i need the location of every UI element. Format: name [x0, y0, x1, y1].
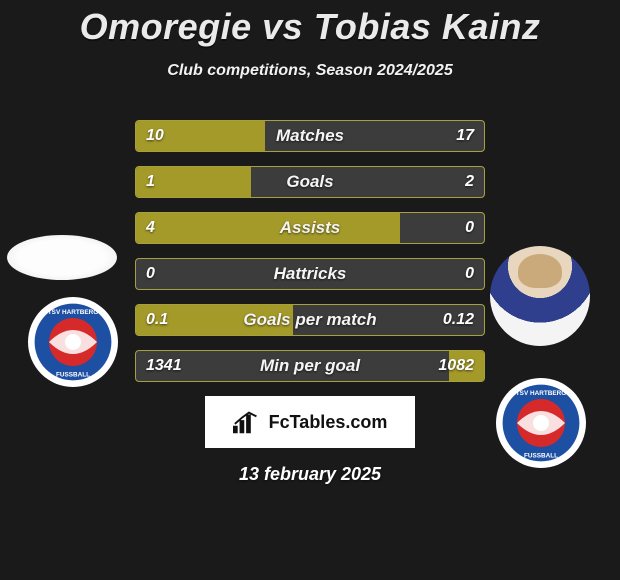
stat-row: 10 Matches 17 [135, 120, 485, 152]
svg-text:TSV HARTBERG: TSV HARTBERG [516, 390, 566, 397]
stat-row: 4 Assists 0 [135, 212, 485, 244]
watermark: FcTables.com [205, 396, 415, 448]
stat-label: Hattricks [274, 264, 347, 284]
stat-value-right: 2 [465, 173, 474, 191]
stat-value-left: 1341 [146, 357, 182, 375]
page-title: Omoregie vs Tobias Kainz [0, 0, 620, 48]
stat-row: 1341 Min per goal 1082 [135, 350, 485, 382]
stat-row: 0.1 Goals per match 0.12 [135, 304, 485, 336]
stat-row: 1 Goals 2 [135, 166, 485, 198]
subtitle: Club competitions, Season 2024/2025 [0, 62, 620, 80]
svg-text:FUSSBALL: FUSSBALL [56, 371, 90, 378]
stat-value-right: 0.12 [443, 311, 474, 329]
stat-value-left: 0 [146, 265, 155, 283]
svg-text:TSV HARTBERG: TSV HARTBERG [48, 309, 98, 316]
stat-value-right: 0 [465, 265, 474, 283]
snapshot-date: 13 february 2025 [0, 464, 620, 485]
player1-club-crest: TSV HARTBERG FUSSBALL [28, 297, 118, 387]
stat-label: Goals [286, 172, 333, 192]
stat-value-right: 1082 [438, 357, 474, 375]
watermark-text: FcTables.com [269, 412, 388, 433]
stat-label: Assists [280, 218, 340, 238]
bar-fill-left [136, 213, 400, 243]
player1-avatar [7, 235, 117, 280]
svg-text:FUSSBALL: FUSSBALL [524, 452, 558, 459]
player2-avatar [490, 246, 590, 346]
stat-value-left: 1 [146, 173, 155, 191]
stat-value-left: 0.1 [146, 311, 168, 329]
crest-icon: TSV HARTBERG FUSSBALL [501, 383, 581, 463]
stat-value-left: 10 [146, 127, 164, 145]
comparison-chart: TSV HARTBERG FUSSBALL TSV HARTBERG FUSSB… [0, 120, 620, 485]
player2-club-crest: TSV HARTBERG FUSSBALL [496, 378, 586, 468]
stat-label: Goals per match [243, 310, 376, 330]
fctables-logo-icon [233, 409, 263, 435]
crest-icon: TSV HARTBERG FUSSBALL [33, 302, 113, 382]
stat-row: 0 Hattricks 0 [135, 258, 485, 290]
stat-value-right: 17 [456, 127, 474, 145]
stat-value-right: 0 [465, 219, 474, 237]
stat-label: Min per goal [260, 356, 360, 376]
stat-label: Matches [276, 126, 344, 146]
stat-value-left: 4 [146, 219, 155, 237]
